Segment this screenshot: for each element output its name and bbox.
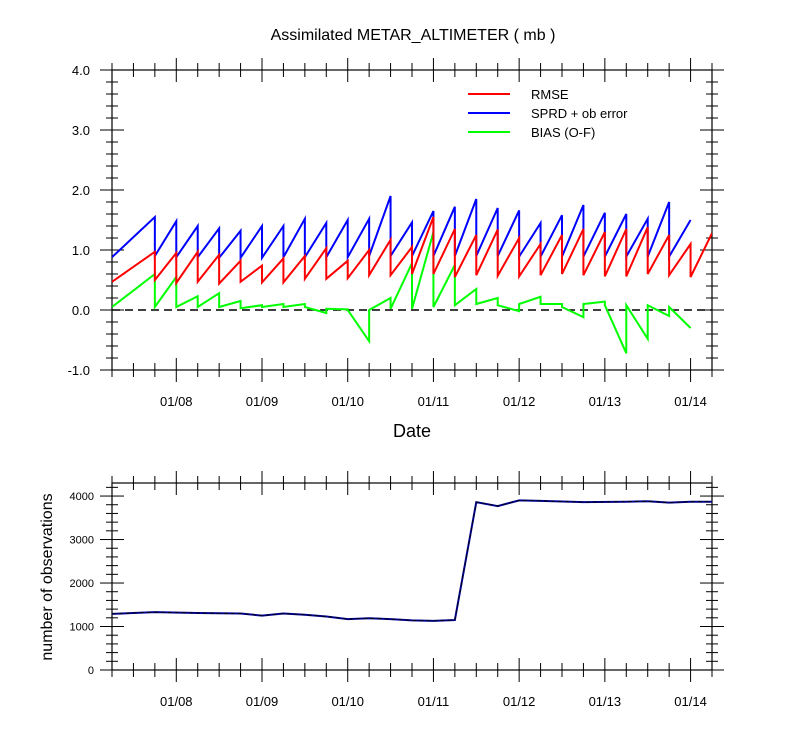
chart-title: Assimilated METAR_ALTIMETER ( mb )	[271, 27, 556, 44]
series-line-rmse	[112, 216, 712, 287]
legend-label: SPRD + ob error	[531, 106, 628, 121]
top-x-tick-label: 01/14	[674, 394, 707, 409]
bottom-x-tick-label: 01/13	[589, 694, 622, 709]
series-line-sprd-ob-error	[112, 195, 692, 262]
top-x-tick-label: 01/08	[160, 394, 193, 409]
bottom-x-tick-label: 01/12	[503, 694, 536, 709]
observation-count-plot: 01/08 01/09 01/10 01/11 01/12 01/13 01/14 0 1000…	[70, 471, 724, 709]
top-x-tick-label: 01/13	[589, 394, 622, 409]
top-y-tick-label: 4.0	[72, 63, 90, 78]
top-x-tick-label: 01/10	[331, 394, 364, 409]
rmse-spread-bias-plot: 01/08 01/09 01/10 01/11 01/12 01/13 01/14 -1.0 0…	[68, 58, 724, 409]
bottom-y-tick-label: 4000	[70, 491, 94, 503]
bottom-y-tick-label: 2000	[70, 578, 94, 590]
top-y-tick-label: 2.0	[72, 183, 90, 198]
bottom-x-tick-label: 01/08	[160, 694, 193, 709]
bottom-x-tick-label: 01/11	[418, 694, 450, 709]
series-line-observation-count-overlay	[111, 499, 712, 622]
bottom-y-tick-label: 1000	[70, 622, 94, 634]
bottom-y-tick-label: 3000	[70, 535, 94, 547]
series-line-observation-count	[111, 499, 712, 622]
legend-label: BIAS (O-F)	[531, 125, 595, 140]
bottom-x-tick-label: 01/09	[246, 694, 279, 709]
top-x-tick-label: 01/11	[418, 394, 450, 409]
bottom-x-tick-label: 01/10	[331, 694, 364, 709]
top-x-tick-label: 01/12	[503, 394, 536, 409]
x-axis-label: Date	[393, 421, 431, 441]
top-y-tick-label: 0.0	[72, 303, 90, 318]
top-x-tick-label: 01/09	[246, 394, 279, 409]
top-y-tick-label: 3.0	[72, 123, 90, 138]
legend-label: RMSE	[531, 87, 569, 102]
top-y-tick-label: 1.0	[72, 243, 90, 258]
bottom-frame	[111, 482, 713, 671]
series-line-bias-o-f-	[112, 231, 692, 354]
bottom-y-tick-label: 0	[88, 665, 94, 677]
bottom-x-tick-label: 01/14	[674, 694, 707, 709]
y-axis-label-observations: number of observations	[39, 493, 56, 660]
top-y-tick-label: -1.0	[68, 363, 90, 378]
